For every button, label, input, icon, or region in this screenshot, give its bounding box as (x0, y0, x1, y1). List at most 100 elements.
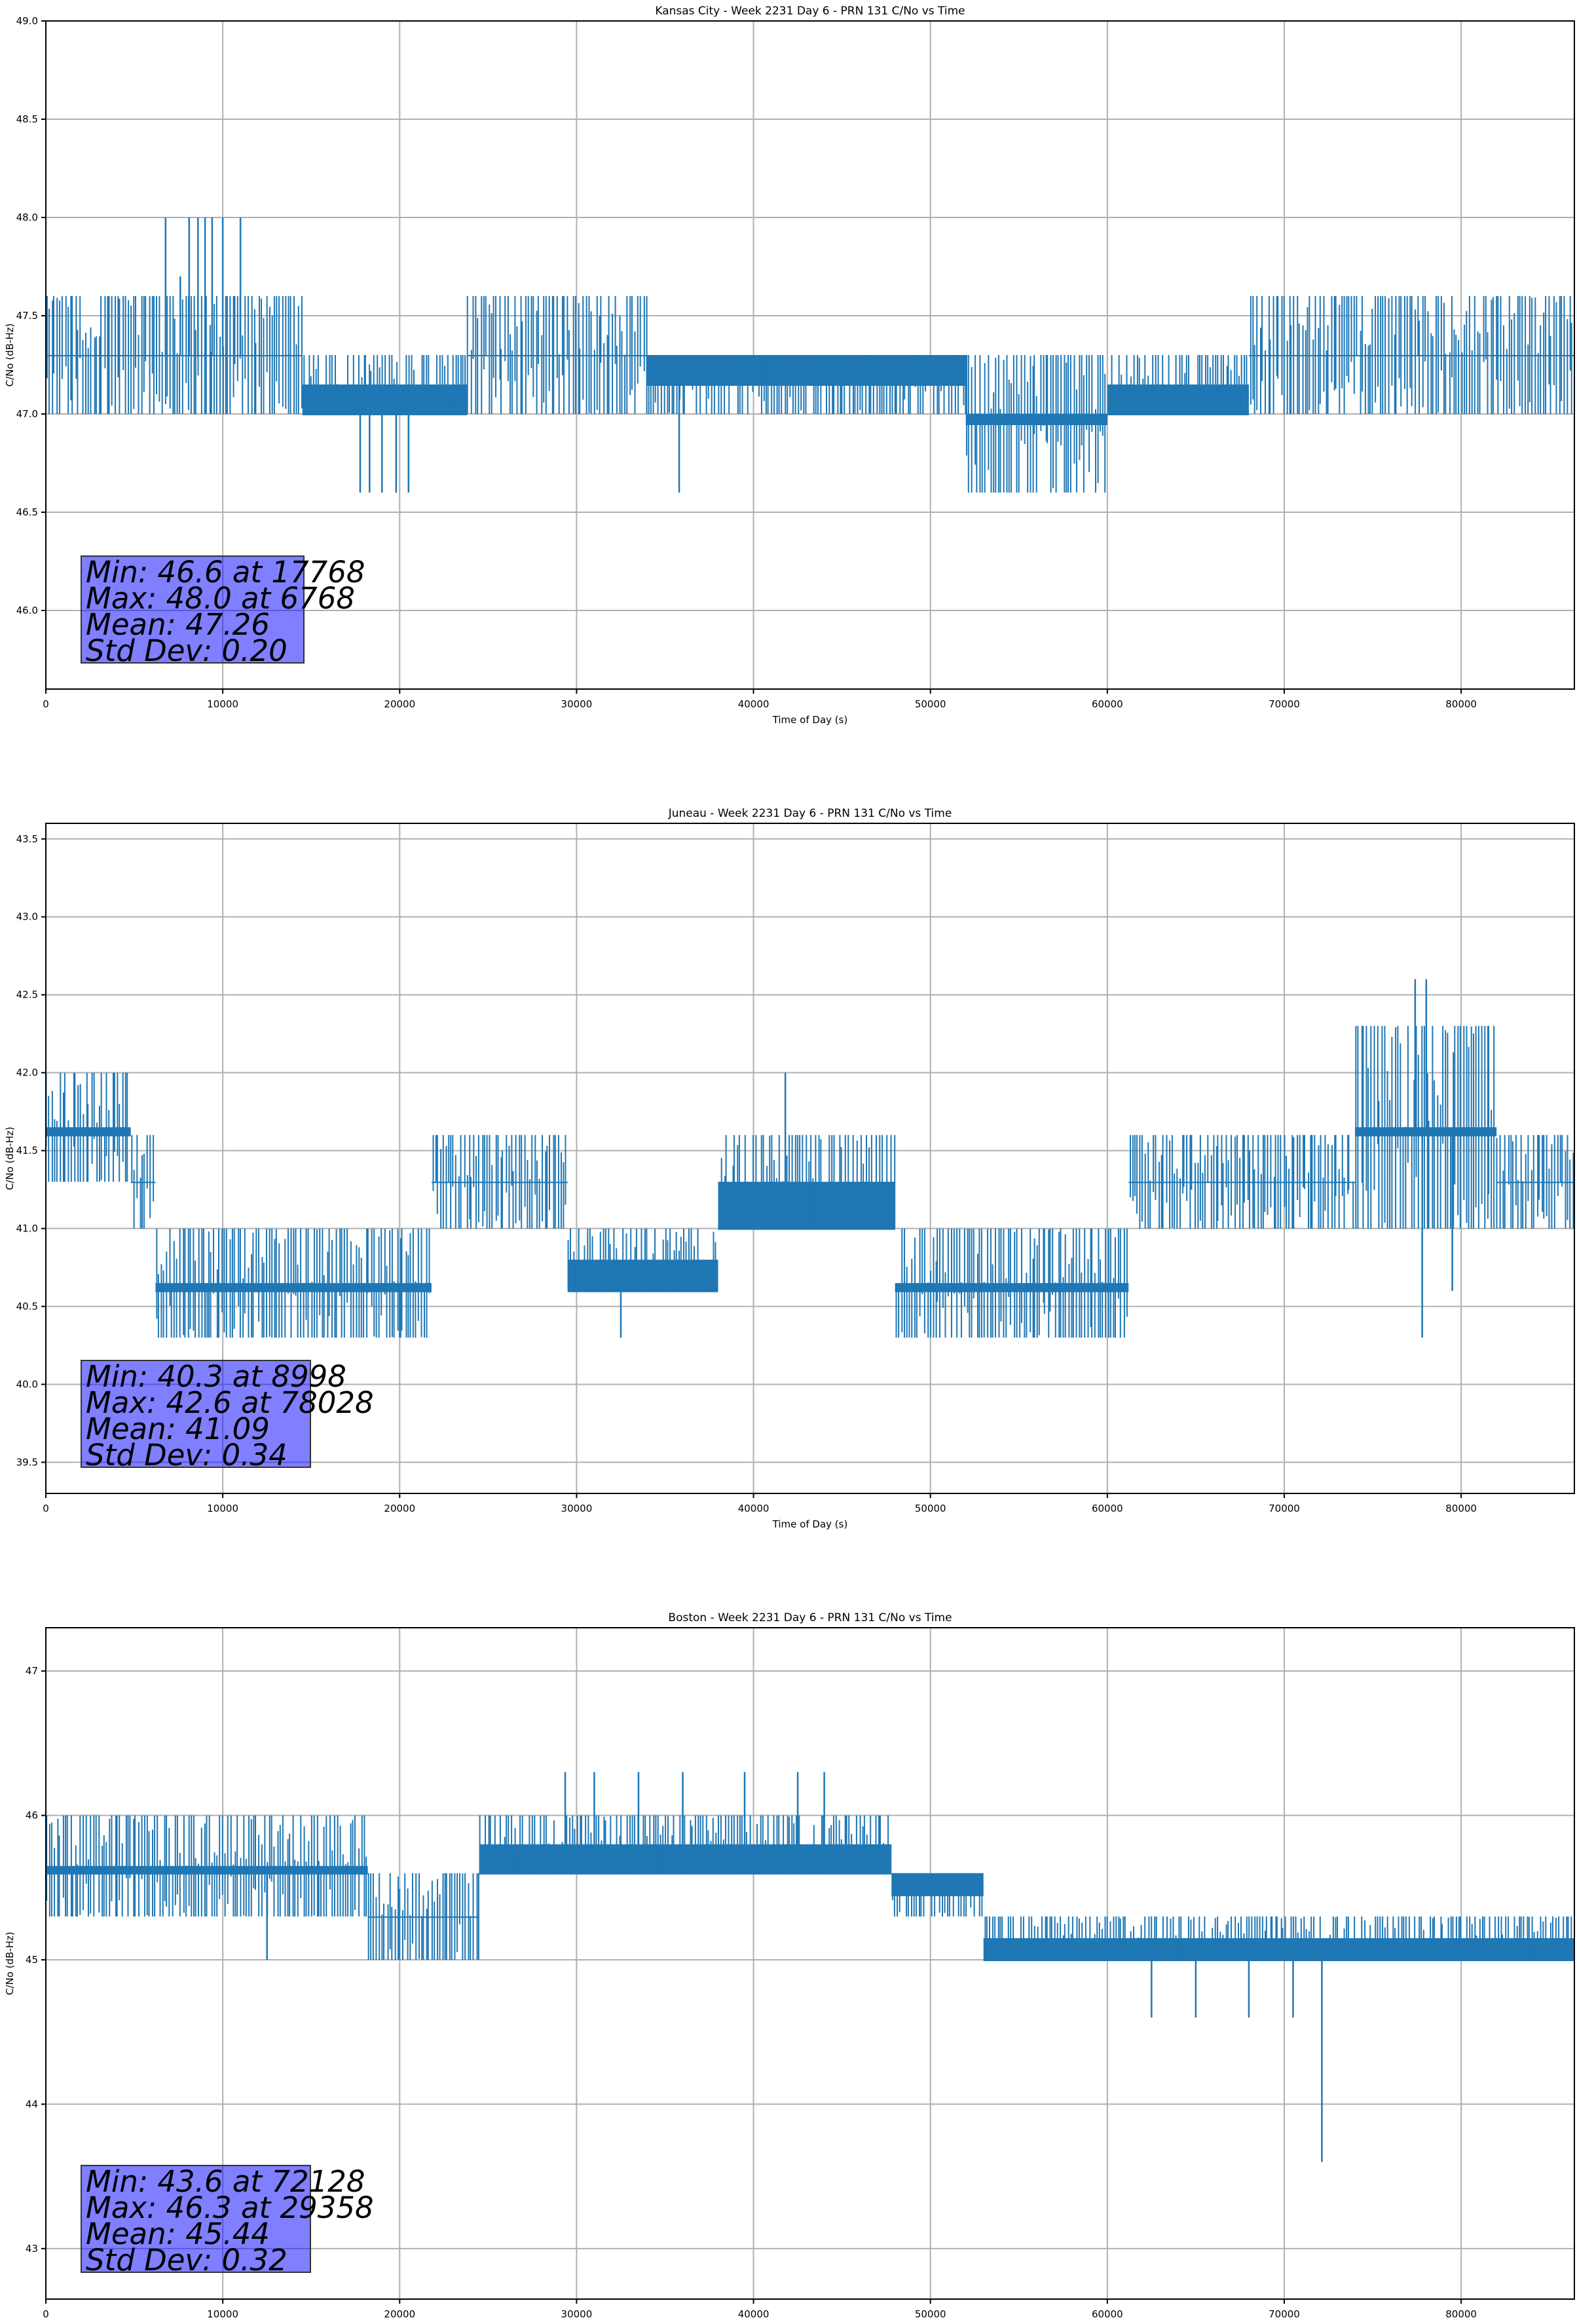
y-tick-label: 46.0 (16, 605, 38, 616)
series-trace (984, 1916, 1574, 1960)
y-tick-label: 43.5 (16, 833, 38, 845)
series-trace (648, 355, 967, 414)
x-tick-label: 40000 (738, 2308, 770, 2320)
series-band (1496, 1182, 1574, 1184)
y-axis-label: C/No (dB-Hz) (4, 324, 16, 387)
y-tick-label: 48.0 (16, 212, 38, 223)
chart-title: Boston - Week 2231 Day 6 - PRN 131 C/No … (668, 1611, 952, 1624)
y-tick-label: 41.0 (16, 1223, 38, 1235)
x-tick-label: 30000 (561, 698, 593, 710)
series-trace (895, 1228, 1128, 1338)
series-trace (1496, 1134, 1574, 1229)
series-trace (719, 1134, 896, 1229)
y-tick-label: 47.5 (16, 310, 38, 322)
series-band (431, 1182, 568, 1184)
x-tick-label: 80000 (1445, 1503, 1477, 1514)
y-tick-label: 42.5 (16, 989, 38, 1001)
x-tick-label: 0 (43, 2308, 49, 2320)
y-tick-label: 44 (26, 2098, 38, 2110)
series-band (895, 1283, 1129, 1292)
x-axis-label: Time of Day (s) (772, 1518, 848, 1530)
x-tick-label: 70000 (1269, 2308, 1300, 2320)
x-tick-label: 20000 (384, 1503, 415, 1514)
series-trace (1130, 1134, 1354, 1229)
data-series (46, 979, 1574, 1338)
x-tick-label: 0 (43, 1503, 49, 1514)
data-series (46, 217, 1574, 493)
series-trace (303, 355, 466, 414)
y-tick-label: 46.5 (16, 506, 38, 518)
x-tick-label: 10000 (207, 1503, 238, 1514)
stats-box-kansas-city: Min: 46.6 at 17768 Max: 48.0 at 6768 Mea… (81, 555, 365, 668)
y-axis-label: C/No (dB-Hz) (4, 1932, 16, 1995)
y-tick-label: 47 (26, 1665, 38, 1677)
y-tick-label: 48.5 (16, 113, 38, 125)
x-tick-label: 10000 (207, 698, 238, 710)
x-tick-label: 30000 (561, 1503, 593, 1514)
y-tick-label: 39.5 (16, 1456, 38, 1468)
stats-std-dev: Std Dev: 0.20 (86, 633, 288, 668)
x-tick-label: 80000 (1445, 698, 1477, 710)
series-trace (567, 1228, 716, 1291)
y-axis-label: C/No (dB-Hz) (4, 1127, 16, 1190)
stats-mean: Mean: 41.09 (86, 1412, 270, 1446)
y-tick-label: 45 (26, 1954, 38, 1966)
x-tick-label: 80000 (1445, 2308, 1477, 2320)
series-trace (479, 1815, 889, 1873)
stats-min: Min: 40.3 at 8998 (86, 1359, 346, 1394)
series-trace (1355, 1026, 1495, 1229)
stats-max: Max: 42.6 at 78028 (86, 1385, 374, 1420)
x-tick-label: 60000 (1092, 1503, 1123, 1514)
data-series (46, 1772, 1574, 2162)
stats-box-boston: Min: 43.6 at 72128 Max: 46.3 at 29358 Me… (81, 2165, 374, 2277)
x-tick-label: 10000 (207, 2308, 238, 2320)
stats-std-dev: Std Dev: 0.32 (86, 2243, 288, 2277)
series-trace (367, 1873, 479, 1960)
stats-mean: Mean: 45.44 (86, 2217, 270, 2251)
plot-frame (45, 20, 1575, 690)
series-trace (46, 1815, 367, 1917)
stats-std-dev: Std Dev: 0.34 (86, 1438, 288, 1472)
x-tick-label: 70000 (1269, 1503, 1300, 1514)
x-tick-label: 70000 (1269, 698, 1300, 710)
series-trace (966, 355, 1106, 493)
x-tick-label: 50000 (915, 1503, 946, 1514)
y-tick-label: 40.0 (16, 1378, 38, 1390)
x-tick-label: 60000 (1092, 698, 1123, 710)
plot-frame (45, 1627, 1575, 2300)
chart-panel-boston: 0 10000 20000 30000 40000 50000 60000 70000 8000… (4, 1611, 1575, 2320)
series-trace (131, 1134, 155, 1229)
y-tick-label: 41.5 (16, 1145, 38, 1157)
y-tick-label: 42.0 (16, 1067, 38, 1079)
y-tick-label: 46 (26, 1810, 38, 1822)
x-tick-label: 20000 (384, 698, 415, 710)
x-tick-label: 50000 (915, 2308, 946, 2320)
x-tick-label: 60000 (1092, 2308, 1123, 2320)
x-tick-label: 0 (43, 698, 49, 710)
series-trace (156, 1228, 430, 1338)
chart-panel-juneau: 0 10000 20000 30000 40000 50000 60000 70000 8000… (4, 807, 1575, 1530)
series-trace (432, 1134, 566, 1229)
x-tick-label: 30000 (561, 2308, 593, 2320)
y-tick-label: 47.0 (16, 408, 38, 420)
series-band (130, 1182, 156, 1184)
x-tick-label: 40000 (738, 698, 770, 710)
chart-panel-kansas-city: 0 10000 20000 30000 40000 50000 60000 70000 8000… (4, 5, 1575, 726)
y-tick-label: 49.0 (16, 15, 38, 27)
stats-mean: Mean: 47.26 (86, 607, 270, 642)
series-trace (46, 296, 303, 414)
x-axis-label: Time of Day (s) (772, 714, 848, 726)
series-trace (1107, 355, 1248, 414)
series-trace (1250, 296, 1572, 414)
y-tick-label: 43.0 (16, 911, 38, 923)
y-tick-label: 40.5 (16, 1301, 38, 1313)
series-band (1128, 1182, 1356, 1184)
y-tick-label: 43 (26, 2243, 38, 2255)
x-tick-label: 20000 (384, 2308, 415, 2320)
x-tick-label: 50000 (915, 698, 946, 710)
plot-frame (45, 823, 1575, 1494)
series-trace (891, 1873, 983, 1917)
chart-title: Juneau - Week 2231 Day 6 - PRN 131 C/No … (668, 807, 952, 820)
stats-box-juneau: Min: 40.3 at 8998 Max: 42.6 at 78028 Mea… (81, 1359, 374, 1472)
